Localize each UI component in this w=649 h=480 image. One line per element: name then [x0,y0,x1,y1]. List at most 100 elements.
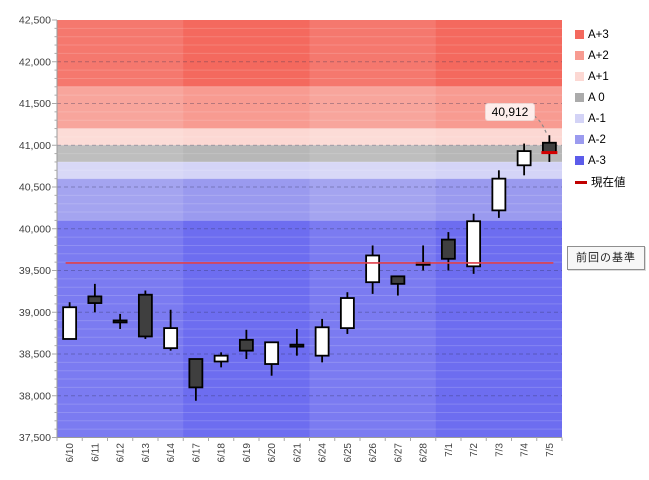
x-tick-label: 7/2 [469,443,480,457]
candle-7-1[interactable] [440,232,456,271]
legend-item-label: A-3 [588,154,606,167]
y-tick-label: 38,000 [19,390,51,402]
x-tick-label: 6/27 [393,443,404,463]
candle-body [62,306,78,340]
legend-item-a-minus-plus-1[interactable]: A+1 [575,66,626,87]
candle-body [516,150,532,167]
major-gridlines [57,61,562,397]
y-tick-label: 40,500 [19,182,51,194]
band-a-plus-minus-3 [57,20,562,87]
candle-6-10[interactable] [62,302,78,340]
candle-body [264,341,280,365]
candle-6-25[interactable] [339,292,355,334]
week-stripes [57,20,436,438]
candle-6-18[interactable] [213,352,229,368]
axes [52,19,563,441]
candle-body [87,295,103,304]
candle-body [390,275,406,285]
x-tick-label: 6/25 [343,443,354,463]
legend: A+3 A+2 A+1 A 0 A-1 A-2 A-3 現在値 [575,24,626,192]
legend-item-a-minus-plus-3[interactable]: A+3 [575,24,626,45]
band-a-plus-minus-2 [57,86,562,129]
legend-item-label: A+1 [588,70,609,83]
y-axis-labels: 37,500 38,000 38,500 39,000 39,500 40,000 40,5… [19,15,51,445]
x-axis-labels: 6/10 6/11 6/12 6/13 6/14 6/17 6/18 6/19 6/20 6/21… [65,443,556,463]
legend-item-label: A-1 [588,112,606,125]
x-tick-label: 6/11 [90,443,101,462]
candle-7-3[interactable] [491,170,507,218]
y-tick-label: 39,000 [19,307,51,319]
candle-body [289,343,305,348]
x-tick-label: 6/13 [141,443,152,463]
candle-body [466,220,482,268]
candle-6-21[interactable] [289,328,305,356]
callout-connector-line [533,115,548,135]
candle-6-13[interactable] [137,290,153,339]
candle-7-4[interactable] [516,143,532,176]
candle-6-19[interactable] [238,329,254,360]
x-tick-label: 6/17 [191,443,202,463]
legend-square-icon [575,114,584,123]
candle-body [163,327,179,350]
candle-body [137,293,153,338]
band-a-0 [57,145,562,162]
legend-square-icon [575,30,584,39]
x-tick-label: 6/26 [368,443,379,463]
band-a-minus-1 [57,161,562,179]
x-tick-label: 6/12 [116,443,127,463]
candle-6-17[interactable] [188,358,204,401]
band-a-plus-minus-1 [57,128,562,146]
legend-item-a-minus-3[interactable]: A-3 [575,150,626,171]
legend-square-icon [575,93,584,102]
candle-6-27[interactable] [390,275,406,296]
x-tick-label: 6/24 [318,443,329,463]
candle-body [238,338,254,352]
y-tick-label: 41,000 [19,140,51,152]
candle-6-26[interactable] [365,245,381,294]
candle-7-2[interactable] [466,213,482,274]
x-tick-label: 6/19 [242,443,253,463]
legend-item-current-value[interactable]: 現在値 [575,171,626,192]
candle-body [188,358,204,389]
legend-item-label: A+2 [588,49,609,62]
x-tick-label: 7/5 [545,443,556,457]
legend-item-a-minus-1[interactable]: A-1 [575,108,626,129]
legend-square-icon [575,156,584,165]
legend-square-icon [575,51,584,60]
candle-6-12[interactable] [112,313,128,329]
x-tick-label: 7/4 [520,443,531,457]
y-tick-label: 38,500 [19,349,51,361]
legend-item-label: 現在値 [591,176,626,189]
x-tick-label: 6/14 [166,443,177,463]
x-tick-label: 7/1 [444,443,455,457]
y-tick-label: 39,500 [19,265,51,277]
legend-item-label: A 0 [588,91,605,104]
baseline-label: 前回の基準 [567,246,645,270]
y-tick-label: 42,500 [19,15,51,27]
candle-body [112,319,128,324]
candle-body [491,177,507,212]
candles [62,135,557,401]
legend-dash-icon [575,180,587,184]
legend-item-a-minus-2[interactable]: A-2 [575,129,626,150]
candle-body [314,326,330,357]
x-tick-label: 6/18 [217,443,228,463]
legend-item-a-minus-plus-2[interactable]: A+2 [575,45,626,66]
candle-6-14[interactable] [163,309,179,351]
minor-gridlines [57,27,562,430]
candle-6-24[interactable] [314,318,330,363]
candle-6-11[interactable] [87,283,103,313]
legend-item-a-0[interactable]: A 0 [575,87,626,108]
x-tick-label: 6/28 [419,443,430,463]
legend-square-icon [575,72,584,81]
legend-item-label: A+3 [588,28,609,41]
y-tick-label: 41,500 [19,98,51,110]
candle-body [213,354,229,363]
week-stripe [57,20,184,438]
y-tick-label: 37,500 [19,432,51,444]
candle-body [440,238,456,260]
candle-6-20[interactable] [264,341,280,376]
x-tick-label: 6/20 [267,443,278,463]
legend-item-label: A-2 [588,133,606,146]
